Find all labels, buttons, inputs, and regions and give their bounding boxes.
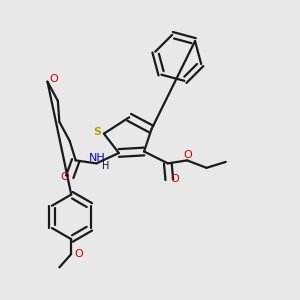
Text: O: O [74,249,83,259]
Text: O: O [170,174,179,184]
Text: NH: NH [89,153,106,163]
Text: O: O [49,74,58,84]
Text: O: O [183,150,192,160]
Text: S: S [93,127,101,137]
Text: H: H [102,161,109,171]
Text: O: O [60,172,69,182]
